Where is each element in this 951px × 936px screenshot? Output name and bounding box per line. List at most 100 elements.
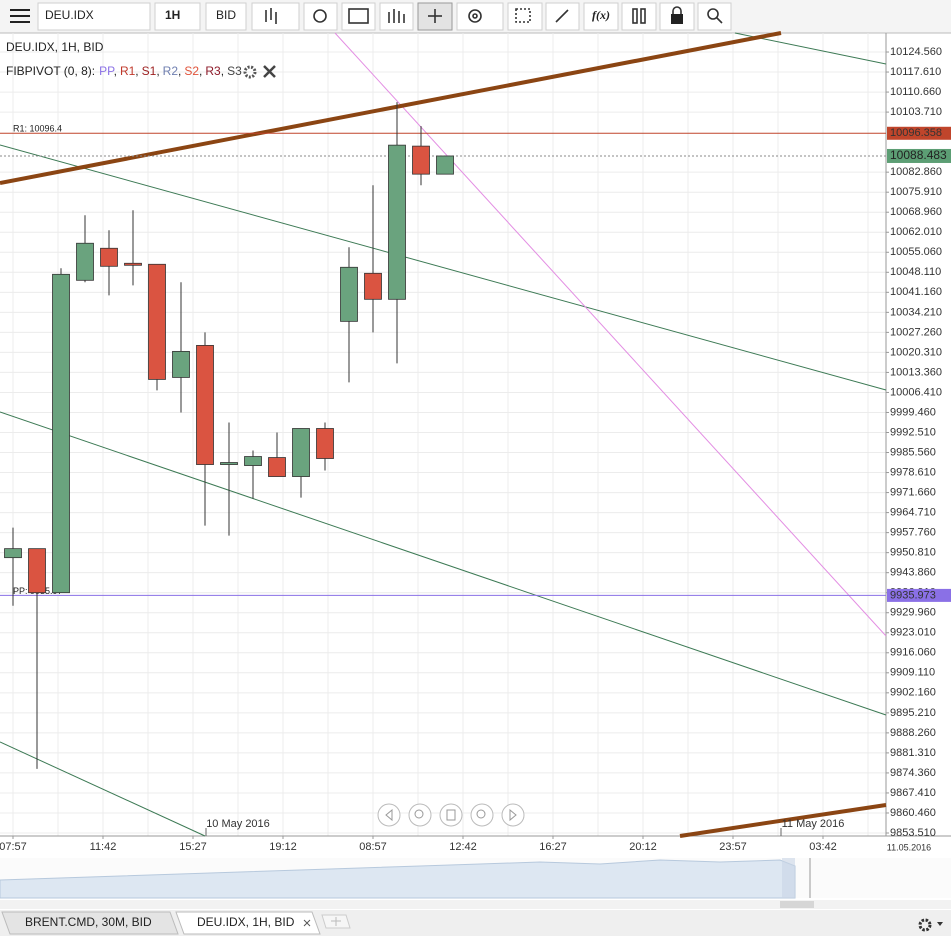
y-tick-label: 10075.910 (890, 186, 942, 198)
y-tick-label: 10055.060 (890, 246, 942, 258)
chart-navigation[interactable] (377, 803, 525, 827)
chart-title: DEU.IDX, 1H, BID (6, 40, 104, 54)
legend-item: S3 (227, 64, 242, 78)
split-button[interactable] (621, 2, 657, 31)
side-select[interactable] (205, 2, 247, 31)
candle-body (340, 266, 358, 322)
y-tick-label: 9923.010 (890, 627, 936, 639)
tab-label: BRENT.CMD, 30M, BID (25, 915, 152, 929)
x-tick-label: 07:57 (0, 841, 27, 853)
y-tick-label: 9999.460 (890, 406, 936, 418)
tab-close[interactable] (303, 919, 311, 927)
y-tick-label: 10110.660 (890, 86, 941, 98)
navigator-window[interactable] (782, 858, 795, 898)
x-tick-label: 12:42 (449, 841, 477, 853)
separator: , (199, 64, 202, 78)
trendlines (0, 31, 887, 838)
candle-body (28, 548, 46, 594)
chart-type-button[interactable] (251, 2, 300, 31)
candle-body (196, 344, 214, 465)
target-button[interactable] (456, 2, 504, 31)
x-tick-label: 15:27 (179, 841, 207, 853)
symbol-text: DEU.IDX (45, 8, 94, 22)
x-tick-label: 20:12 (629, 841, 657, 853)
draw-button[interactable] (545, 2, 580, 31)
legend-item: S2 (184, 64, 199, 78)
area-button[interactable] (507, 2, 543, 31)
y-tick-label: 9916.060 (890, 647, 936, 659)
y-tick-label: 9985.560 (890, 446, 936, 458)
legend-item: PP (99, 64, 115, 78)
settings-button[interactable] (918, 918, 943, 932)
candle-body (52, 273, 70, 594)
date-label: 11 May 2016 (782, 818, 845, 830)
y-tick-label: 10006.410 (890, 386, 942, 398)
legend-item: R2 (163, 64, 179, 78)
indicator-settings[interactable] (243, 65, 257, 79)
menu-button[interactable] (10, 9, 30, 23)
x-tick-label: 23:57 (719, 841, 747, 853)
y-tick-label: 10082.860 (890, 166, 942, 178)
candle-body (4, 548, 22, 559)
y-tick-label: 10027.260 (890, 326, 942, 338)
y-tick-label: 9902.160 (890, 687, 936, 699)
price-label-box (887, 126, 951, 140)
indicator-remove[interactable] (263, 65, 276, 78)
x-tick-label: 03:42 (809, 841, 837, 853)
last-price-box (887, 148, 951, 163)
clock-button[interactable] (303, 2, 338, 31)
candle-body (148, 263, 166, 380)
lock-button[interactable] (659, 2, 695, 31)
tab[interactable] (1, 911, 179, 935)
candle-body (244, 456, 262, 466)
legend-item: FIBPIVOT (0, 8): (6, 64, 95, 78)
tab-active[interactable] (175, 911, 321, 935)
function-button[interactable]: f(x) (583, 2, 619, 31)
new-tab[interactable] (321, 914, 351, 929)
y-tick-label: 9860.460 (890, 807, 936, 819)
separator: , (156, 64, 159, 78)
side-text: BID (216, 8, 236, 22)
y-tick-label: 10013.360 (890, 366, 942, 378)
candle-body (100, 247, 118, 267)
crosshair-button[interactable] (417, 2, 453, 31)
separator: , (178, 64, 181, 78)
volume-button[interactable] (379, 2, 414, 31)
scrollbar (0, 900, 951, 909)
separator: , (135, 64, 138, 78)
price-label: 9935.973 (890, 589, 936, 601)
price-label: 10096.358 (890, 127, 942, 139)
y-tick-label: 10117.610 (890, 66, 941, 78)
x-tick-label: 19:12 (269, 841, 297, 853)
news-button[interactable] (341, 2, 376, 31)
tab-label: DEU.IDX, 1H, BID (197, 915, 295, 929)
symbol-input[interactable] (37, 2, 151, 31)
separator: , (221, 64, 224, 78)
zoom-button[interactable] (697, 2, 732, 31)
y-tick-label: 9874.360 (890, 767, 936, 779)
scroll-thumb[interactable] (780, 901, 814, 908)
last-price-label: 10088.483 (890, 148, 947, 162)
legend-item: S1 (142, 64, 157, 78)
y-tick-label: 9971.660 (890, 486, 936, 498)
y-tick-label: 9943.860 (890, 567, 936, 579)
y-tick-label: 10062.010 (890, 226, 942, 238)
y-tick-label: 9992.510 (890, 426, 936, 438)
period-select[interactable] (154, 2, 201, 31)
pivot-label: R1: 10096.4 (13, 124, 62, 134)
candle-body (220, 462, 238, 465)
y-tick-label: 9895.210 (890, 707, 936, 719)
x-tick-label: 16:27 (539, 841, 567, 853)
candle-body (268, 457, 286, 477)
candle-body (364, 272, 382, 300)
y-tick-label: 9950.810 (890, 547, 936, 559)
x-corner-label: 11.05.2016 (887, 842, 931, 852)
price-label-box (887, 588, 951, 602)
date-label: 10 May 2016 (206, 818, 270, 830)
y-tick-label: 9853.510 (890, 827, 936, 839)
y-tick-label: 9929.960 (890, 607, 936, 619)
indicator-legend: FIBPIVOT (0, 8): PP, R1, S1, R2, S2, R3, S3 (6, 64, 242, 78)
y-tick-label: 10034.210 (890, 306, 942, 318)
legend-item: R1 (120, 64, 136, 78)
